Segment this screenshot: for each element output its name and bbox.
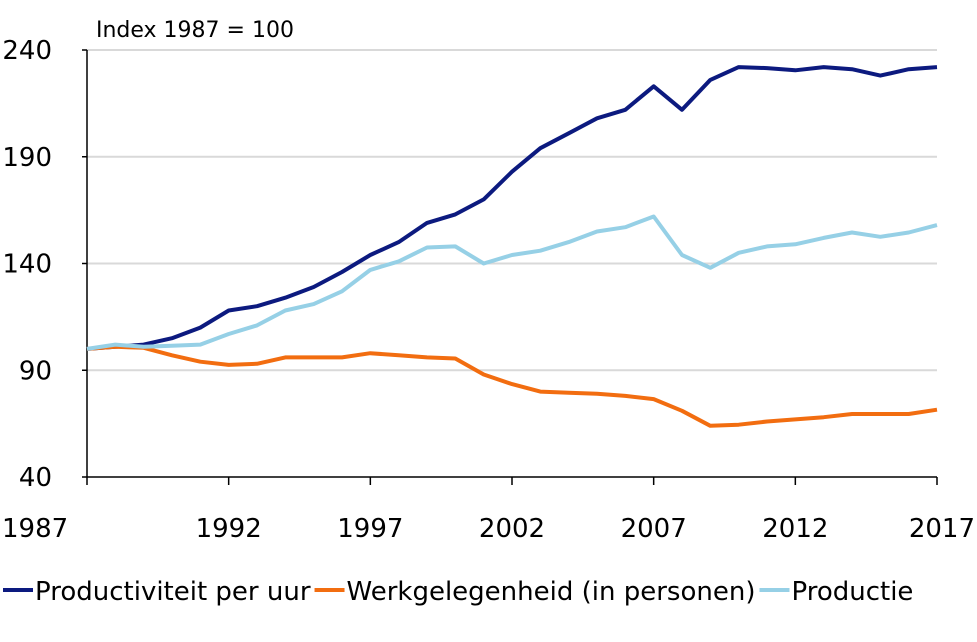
x-tick-label: 2012 <box>762 514 828 544</box>
legend-label: Werkgelegenheid (in personen) <box>347 577 756 607</box>
y-tick-label: 40 <box>19 463 52 493</box>
chart-title: Index 1987 = 100 <box>96 18 294 43</box>
series-lines <box>86 65 938 428</box>
axes <box>82 49 938 485</box>
y-tick-label: 90 <box>19 356 52 386</box>
legend: Productiviteit per uur Werkgelegenheid (i… <box>3 577 913 607</box>
tick-labels: 40 90 140 190 240 1987 1992 1997 2002 2007 2012 201… <box>2 36 975 544</box>
y-tick-label: 190 <box>2 143 52 173</box>
gridlines <box>87 49 937 372</box>
x-tick-label: 1997 <box>337 514 403 544</box>
series-line-1 <box>86 65 938 351</box>
legend-label: Productie <box>791 577 913 607</box>
x-tick-label: 2017 <box>909 514 975 544</box>
y-tick-label: 240 <box>2 36 52 66</box>
series-line-3 <box>86 214 938 351</box>
x-tick-label: 1992 <box>196 514 262 544</box>
legend-label: Productiviteit per uur <box>35 577 311 607</box>
x-tick-label: 2002 <box>479 514 545 544</box>
x-tick-label: 1987 <box>2 514 68 544</box>
x-tick-label: 2007 <box>621 514 687 544</box>
y-tick-label: 140 <box>2 250 52 280</box>
series-line-2 <box>86 344 938 428</box>
